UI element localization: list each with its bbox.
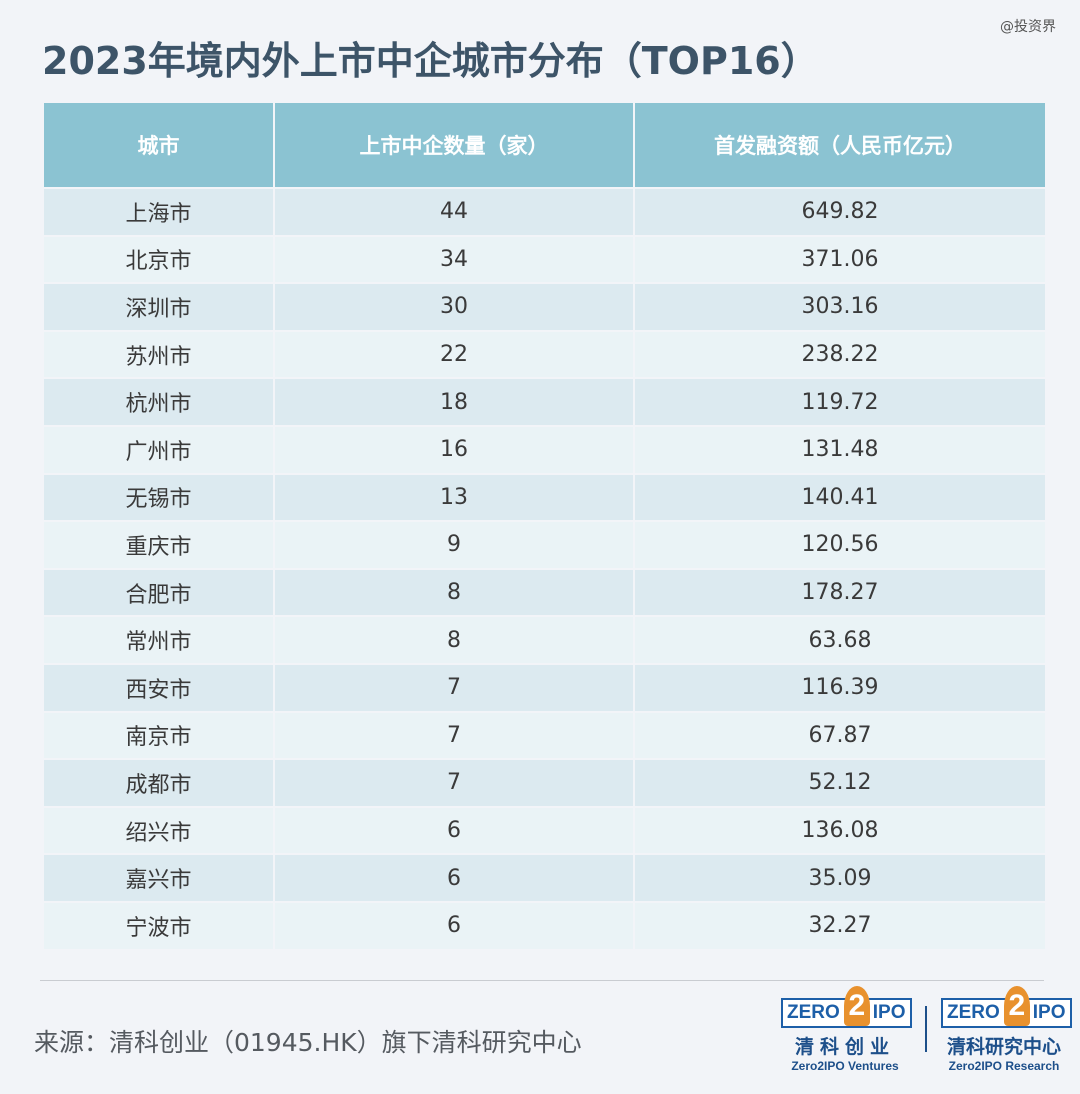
- cell-financing: 52.12: [635, 760, 1045, 808]
- cell-city: 常州市: [44, 617, 275, 665]
- table-row: 深圳市 30 303.16: [44, 284, 1045, 332]
- table-row: 上海市 44 649.82: [44, 189, 1045, 237]
- cell-count: 7: [275, 760, 635, 808]
- cell-city: 重庆市: [44, 522, 275, 570]
- table-row: 重庆市 9 120.56: [44, 522, 1045, 570]
- logo-zero-text: ZERO: [787, 1002, 840, 1023]
- cell-city: 无锡市: [44, 474, 275, 523]
- table-row: 北京市 34 371.06: [44, 236, 1045, 285]
- zero2ipo-ventures-logo: ZERO 2 IPO 清科创业 Zero2IPO Ventures: [781, 986, 912, 1073]
- zero2ipo-logo-mark: ZERO 2 IPO: [941, 986, 1072, 1028]
- cell-financing: 32.27: [635, 902, 1045, 951]
- table-header-row: 城市 上市中企数量（家） 首发融资额（人民币亿元）: [44, 103, 1045, 189]
- cell-financing: 67.87: [635, 712, 1045, 761]
- table-row: 常州市 8 63.68: [44, 617, 1045, 665]
- cell-count: 7: [275, 712, 635, 761]
- data-table: 城市 上市中企数量（家） 首发融资额（人民币亿元） 上海市 44 649.82 北京市…: [44, 103, 1045, 951]
- cell-city: 上海市: [44, 189, 275, 237]
- cell-count: 22: [275, 331, 635, 380]
- cell-city: 绍兴市: [44, 807, 275, 856]
- cell-count: 8: [275, 569, 635, 618]
- cell-count: 30: [275, 284, 635, 332]
- cell-count: 9: [275, 522, 635, 570]
- cell-financing: 35.09: [635, 855, 1045, 903]
- watermark: @投资界: [1000, 19, 1056, 35]
- cell-financing: 649.82: [635, 189, 1045, 237]
- cell-city: 杭州市: [44, 379, 275, 427]
- column-header-count: 上市中企数量（家）: [275, 103, 635, 189]
- logo-ipo-text: IPO: [872, 1002, 906, 1023]
- logo-en-text: Zero2IPO Research: [948, 1059, 1060, 1073]
- column-header-financing: 首发融资额（人民币亿元）: [635, 103, 1045, 189]
- cell-financing: 116.39: [635, 664, 1045, 713]
- cell-count: 34: [275, 236, 635, 285]
- table-row: 宁波市 6 32.27: [44, 902, 1045, 951]
- cell-city: 合肥市: [44, 569, 275, 618]
- logo-en-text: Zero2IPO Ventures: [791, 1059, 899, 1073]
- cell-city: 苏州市: [44, 331, 275, 380]
- cell-count: 16: [275, 426, 635, 475]
- cell-count: 6: [275, 902, 635, 951]
- cell-city: 北京市: [44, 236, 275, 285]
- cell-city: 深圳市: [44, 284, 275, 332]
- cell-count: 7: [275, 664, 635, 713]
- logo-zero-text: ZERO: [947, 1002, 1000, 1023]
- table-row: 无锡市 13 140.41: [44, 474, 1045, 523]
- logo-two-text: 2: [1003, 986, 1030, 1026]
- table-row: 苏州市 22 238.22: [44, 331, 1045, 380]
- table-row: 广州市 16 131.48: [44, 426, 1045, 475]
- page-title: 2023年境内外上市中企城市分布（TOP16）: [42, 39, 819, 83]
- source-note: 来源：清科创业（01945.HK）旗下清科研究中心: [34, 1028, 582, 1057]
- table-row: 成都市 7 52.12: [44, 760, 1045, 808]
- cell-count: 44: [275, 189, 635, 237]
- table-row: 西安市 7 116.39: [44, 664, 1045, 713]
- cell-financing: 303.16: [635, 284, 1045, 332]
- cell-financing: 120.56: [635, 522, 1045, 570]
- cell-financing: 119.72: [635, 379, 1045, 427]
- table-row: 绍兴市 6 136.08: [44, 807, 1045, 856]
- cell-financing: 238.22: [635, 331, 1045, 380]
- table-body: 上海市 44 649.82 北京市 34 371.06 深圳市 30 303.16 苏州市 22 23…: [44, 189, 1045, 951]
- table-row: 合肥市 8 178.27: [44, 569, 1045, 618]
- logo-cn-text: 清科创业: [794, 1036, 895, 1058]
- cell-financing: 136.08: [635, 807, 1045, 856]
- cell-financing: 140.41: [635, 474, 1045, 523]
- table-row: 杭州市 18 119.72: [44, 379, 1045, 427]
- table-row: 嘉兴市 6 35.09: [44, 855, 1045, 903]
- cell-count: 18: [275, 379, 635, 427]
- cell-count: 6: [275, 807, 635, 856]
- divider: [40, 980, 1044, 981]
- table-row: 南京市 7 67.87: [44, 712, 1045, 761]
- logo-ipo-text: IPO: [1032, 1002, 1066, 1023]
- cell-financing: 131.48: [635, 426, 1045, 475]
- cell-count: 8: [275, 617, 635, 665]
- cell-city: 成都市: [44, 760, 275, 808]
- zero2ipo-logo-mark: ZERO 2 IPO: [781, 986, 912, 1028]
- cell-city: 西安市: [44, 664, 275, 713]
- cell-city: 南京市: [44, 712, 275, 761]
- logo-cn-text: 清科研究中心: [946, 1036, 1061, 1058]
- cell-city: 宁波市: [44, 902, 275, 951]
- column-header-city: 城市: [44, 103, 275, 189]
- cell-count: 13: [275, 474, 635, 523]
- cell-financing: 63.68: [635, 617, 1045, 665]
- zero2ipo-research-logo: ZERO 2 IPO 清科研究中心 Zero2IPO Research: [941, 986, 1072, 1073]
- cell-financing: 371.06: [635, 236, 1045, 285]
- cell-city: 嘉兴市: [44, 855, 275, 903]
- cell-count: 6: [275, 855, 635, 903]
- logo-separator: [925, 1006, 927, 1052]
- cell-city: 广州市: [44, 426, 275, 475]
- cell-financing: 178.27: [635, 569, 1045, 618]
- logo-two-text: 2: [843, 986, 870, 1026]
